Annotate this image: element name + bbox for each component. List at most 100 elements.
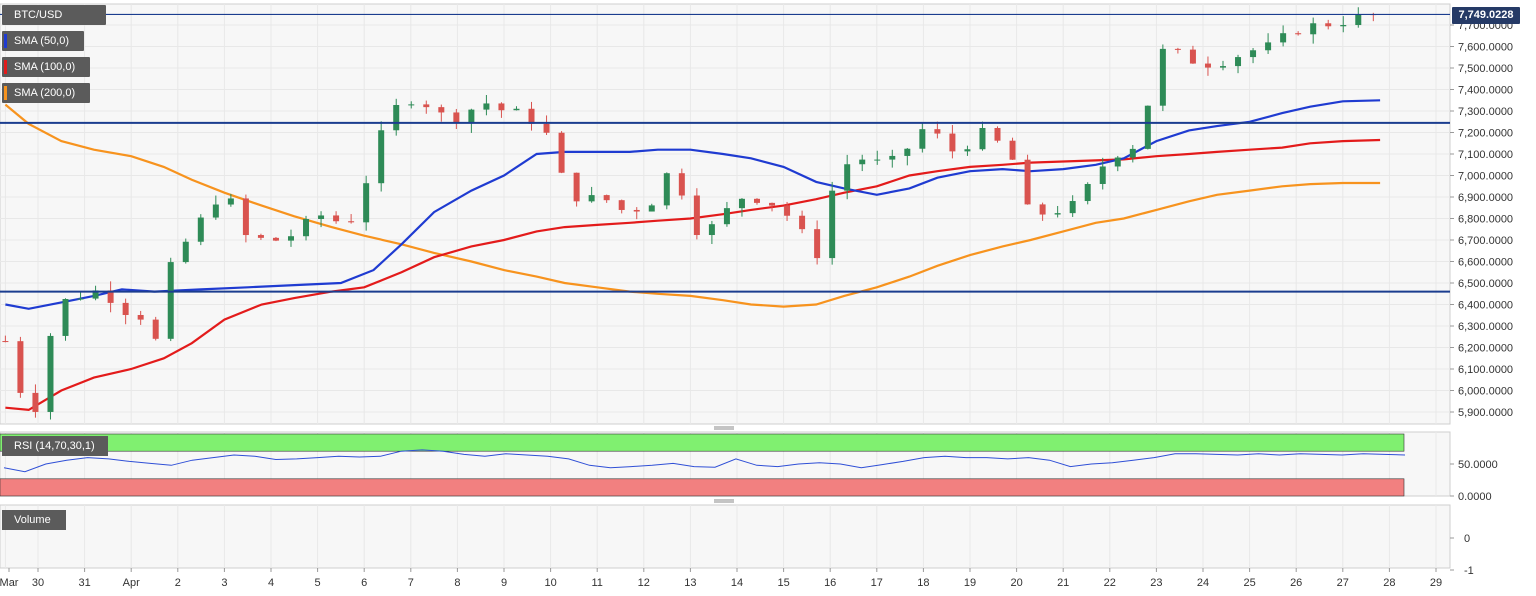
sma100-legend[interactable]: SMA (100,0) <box>2 57 90 77</box>
candle-bull <box>77 298 84 300</box>
candle-bull <box>844 164 851 191</box>
rsi-label: RSI (14,70,30,1) <box>14 440 95 452</box>
candle-bull <box>1355 14 1362 26</box>
x-tick-label: 30 <box>32 577 44 589</box>
candle-bear <box>242 198 249 236</box>
candle-bull <box>1114 157 1121 167</box>
candle-bull <box>1250 50 1257 58</box>
y-tick-label: 7,000.0000 <box>1458 171 1513 183</box>
sma50-legend[interactable]: SMA (50,0) <box>2 31 84 51</box>
candle-bull <box>1084 183 1091 202</box>
sma100-label: SMA (100,0) <box>14 61 76 73</box>
candle-bear <box>2 341 9 343</box>
x-tick-label: 19 <box>964 577 976 589</box>
candle-bull <box>723 208 730 225</box>
candle-bull <box>1159 48 1166 106</box>
candle-bull <box>979 127 986 150</box>
candle-bear <box>573 172 580 202</box>
candle-bear <box>543 123 550 133</box>
candle-bear <box>753 198 760 203</box>
rsi-legend[interactable]: RSI (14,70,30,1) <box>2 436 108 456</box>
candle-layer <box>2 7 1377 420</box>
candle-bull <box>483 103 490 110</box>
x-tick-label: 18 <box>917 577 929 589</box>
candle-bull <box>468 109 475 124</box>
candle-bull <box>648 205 655 212</box>
volume-panel: 0 -1 <box>1450 533 1474 577</box>
candle-bear <box>633 209 640 212</box>
candle-bull <box>874 159 881 161</box>
candle-bear <box>137 314 144 320</box>
candle-bull <box>408 104 415 106</box>
candle-bear <box>934 129 941 134</box>
volume-y-tick-label: 0 <box>1464 533 1470 545</box>
sma100-swatch <box>4 60 7 74</box>
x-tick-label: 29 <box>1430 577 1442 589</box>
x-tick-label: 6 <box>361 577 367 589</box>
candle-bear <box>423 104 430 108</box>
candle-bear <box>1009 140 1016 160</box>
volume-legend[interactable]: Volume <box>2 510 66 530</box>
candle-bull <box>708 224 715 236</box>
candle-bull <box>1144 105 1151 149</box>
x-tick-label: 24 <box>1197 577 1209 589</box>
candle-bull <box>1235 57 1242 67</box>
horizontal-lines[interactable] <box>0 13 1450 293</box>
candle-bull <box>363 183 370 223</box>
candle-bull <box>1340 25 1347 27</box>
candle-bull <box>513 108 520 111</box>
candle-bull <box>318 215 325 220</box>
candle-bull <box>287 236 294 241</box>
candle-bull <box>738 198 745 209</box>
candle-bear <box>498 103 505 111</box>
candle-bear <box>348 221 355 223</box>
candle-bull <box>889 155 896 160</box>
y-tick-label: 6,400.0000 <box>1458 300 1513 312</box>
candle-bear <box>994 127 1001 141</box>
candle-bear <box>814 229 821 259</box>
candle-bear <box>1039 204 1046 215</box>
candle-bull <box>1129 148 1136 158</box>
y-tick-label: 6,700.0000 <box>1458 235 1513 247</box>
candle-bear <box>949 133 956 152</box>
candle-bull <box>303 219 310 237</box>
x-tick-label: 26 <box>1290 577 1302 589</box>
y-tick-label: 6,000.0000 <box>1458 386 1513 398</box>
rsi-panel: 50.0000 0.0000 <box>0 433 1498 503</box>
y-tick-label: 6,600.0000 <box>1458 257 1513 269</box>
candle-bull <box>393 104 400 131</box>
y-tick-label: 6,200.0000 <box>1458 343 1513 355</box>
x-tick-label: 13 <box>684 577 696 589</box>
x-tick-label: 21 <box>1057 577 1069 589</box>
x-tick-label: 15 <box>777 577 789 589</box>
candle-bear <box>107 290 114 303</box>
candle-bear <box>769 202 776 206</box>
y-tick-label: 6,800.0000 <box>1458 214 1513 226</box>
y-tick-label: 7,200.0000 <box>1458 128 1513 140</box>
y-tick-label: 5,900.0000 <box>1458 407 1513 419</box>
candle-bear <box>257 235 264 238</box>
sma50-label: SMA (50,0) <box>14 35 70 47</box>
candle-bear <box>1189 49 1196 64</box>
rsi-y-tick-label: 0.0000 <box>1458 491 1492 503</box>
instrument-legend[interactable]: BTC/USD <box>2 5 106 25</box>
candle-bear <box>799 215 806 230</box>
candle-bear <box>1325 23 1332 27</box>
candle-bull <box>1099 166 1106 184</box>
candle-bear <box>618 200 625 210</box>
y-tick-label: 7,500.0000 <box>1458 63 1513 75</box>
rsi-oversold-zone <box>0 478 1405 497</box>
candle-bull <box>1219 66 1226 68</box>
sma200-legend[interactable]: SMA (200,0) <box>2 83 90 103</box>
last-price-tag: 7,749.0228 <box>1452 7 1520 24</box>
candle-bear <box>122 302 129 315</box>
candle-bear <box>272 237 279 241</box>
candle-bear <box>453 112 460 124</box>
candle-bear <box>1295 33 1302 35</box>
candle-bull <box>1280 33 1287 43</box>
volume-y-tick-label: -1 <box>1464 565 1474 577</box>
x-tick-label: 5 <box>315 577 321 589</box>
candle-bull <box>167 262 174 339</box>
candle-bear <box>333 215 340 222</box>
